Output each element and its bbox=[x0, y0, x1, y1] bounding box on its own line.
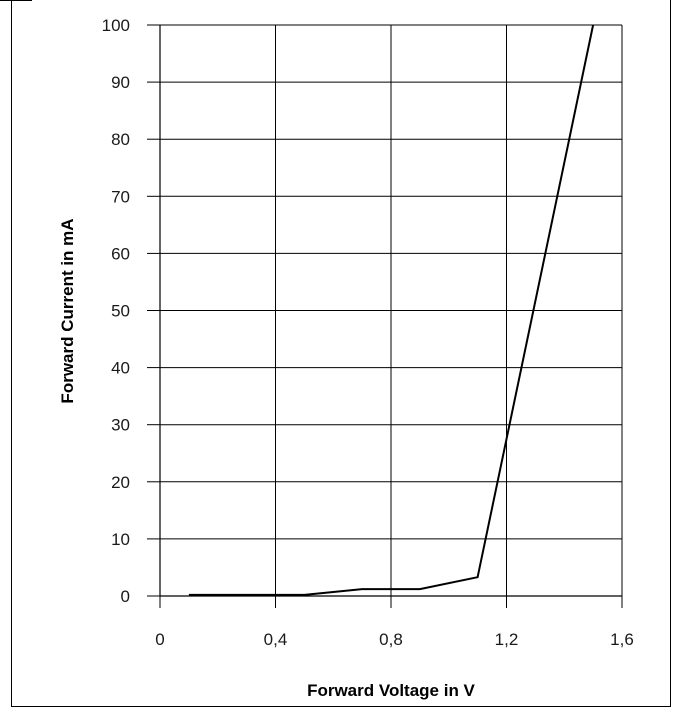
y-tick-label-3: 30 bbox=[111, 416, 130, 435]
y-tick-label-7: 70 bbox=[111, 187, 130, 206]
y-tick-label-0: 0 bbox=[121, 587, 130, 606]
x-tick-label-1: 0,4 bbox=[264, 630, 288, 649]
y-tick-label-6: 60 bbox=[111, 244, 130, 263]
x-tick-label-2: 0,8 bbox=[379, 630, 403, 649]
x-axis-title: Forward Voltage in V bbox=[307, 681, 475, 700]
y-tick-label-5: 50 bbox=[111, 302, 130, 321]
y-tick-label-10: 100 bbox=[102, 16, 130, 35]
y-tick-label-1: 10 bbox=[111, 530, 130, 549]
x-tick-label-4: 1,6 bbox=[610, 630, 634, 649]
x-axis-ticks: 0 0,4 0,8 1,2 1,6 bbox=[155, 596, 634, 649]
series-line-0 bbox=[188, 24, 595, 596]
y-tick-label-9: 90 bbox=[111, 73, 130, 92]
grid-lines bbox=[160, 24, 623, 596]
y-tick-label-4: 40 bbox=[111, 359, 130, 378]
x-tick-label-3: 1,2 bbox=[495, 630, 519, 649]
y-axis-ticks: 0 10 20 30 40 50 60 70 80 90 100 bbox=[102, 16, 160, 606]
series-group bbox=[188, 24, 595, 596]
x-tick-label-0: 0 bbox=[155, 630, 164, 649]
y-axis-title: Forward Current in mA bbox=[58, 218, 77, 403]
chart-frame bbox=[11, 0, 671, 707]
y-tick-label-2: 20 bbox=[111, 473, 130, 492]
frame-top-edge bbox=[0, 0, 32, 1]
y-tick-label-8: 80 bbox=[111, 130, 130, 149]
